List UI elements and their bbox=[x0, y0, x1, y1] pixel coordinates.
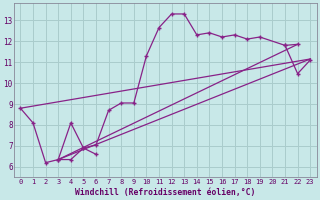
X-axis label: Windchill (Refroidissement éolien,°C): Windchill (Refroidissement éolien,°C) bbox=[75, 188, 255, 197]
